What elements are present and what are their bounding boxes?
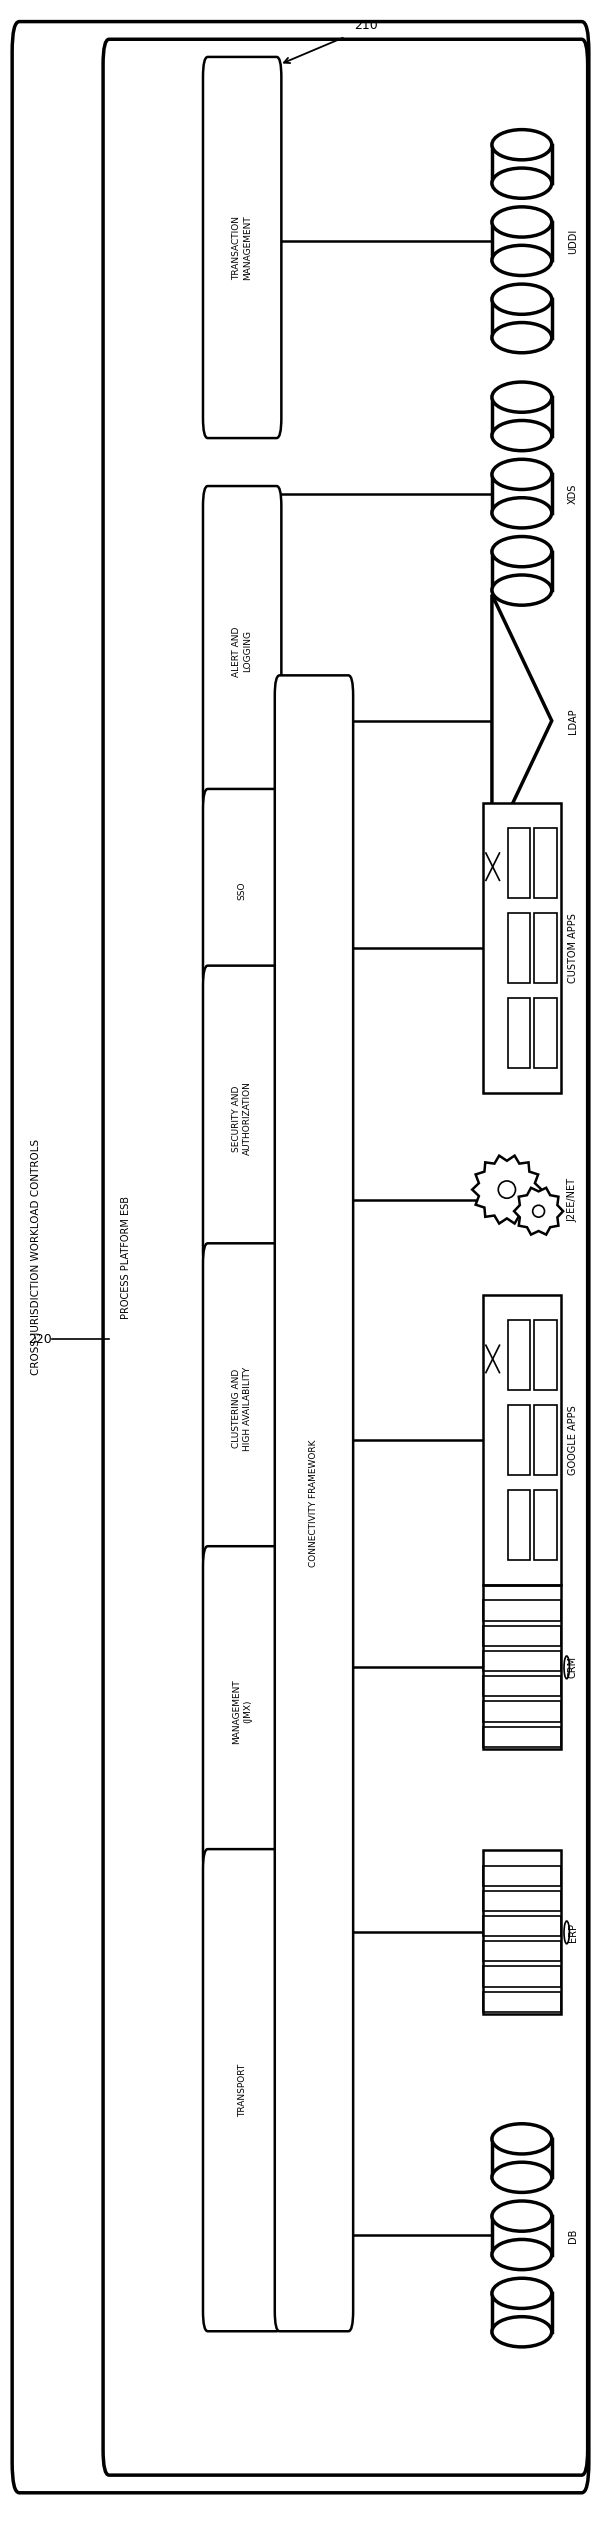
Bar bbox=[483, 1584, 561, 1749]
Text: PROCESS PLATFORM ESB: PROCESS PLATFORM ESB bbox=[121, 1195, 131, 1319]
Bar bbox=[483, 1701, 561, 1721]
Ellipse shape bbox=[492, 382, 552, 412]
Polygon shape bbox=[492, 594, 552, 847]
Bar bbox=[483, 1941, 561, 1961]
Bar bbox=[483, 1294, 561, 1584]
Text: DB: DB bbox=[568, 2229, 578, 2241]
Bar bbox=[483, 1850, 561, 2014]
Ellipse shape bbox=[492, 129, 552, 159]
Ellipse shape bbox=[492, 283, 552, 313]
Bar bbox=[492, 2295, 552, 2332]
Text: LDAP: LDAP bbox=[568, 708, 578, 733]
FancyBboxPatch shape bbox=[203, 788, 281, 993]
Ellipse shape bbox=[492, 536, 552, 566]
Circle shape bbox=[564, 1921, 569, 1943]
Ellipse shape bbox=[492, 169, 552, 197]
Ellipse shape bbox=[492, 460, 552, 490]
Bar bbox=[483, 1915, 561, 1936]
Bar bbox=[483, 1890, 561, 1910]
Text: CUSTOM APPS: CUSTOM APPS bbox=[568, 912, 578, 983]
Text: ALERT AND
LOGGING: ALERT AND LOGGING bbox=[233, 627, 252, 677]
Ellipse shape bbox=[492, 323, 552, 354]
Text: SSO: SSO bbox=[237, 882, 246, 900]
Bar bbox=[534, 912, 557, 983]
Text: TRANSACTION
MANAGEMENT: TRANSACTION MANAGEMENT bbox=[233, 215, 252, 280]
Text: CRM: CRM bbox=[568, 1655, 578, 1678]
Bar bbox=[492, 551, 552, 591]
Bar bbox=[507, 912, 530, 983]
Text: ERP: ERP bbox=[568, 1923, 578, 1941]
FancyBboxPatch shape bbox=[12, 23, 589, 2492]
Ellipse shape bbox=[492, 419, 552, 450]
Polygon shape bbox=[472, 1155, 542, 1223]
Ellipse shape bbox=[492, 2163, 552, 2193]
Bar bbox=[492, 222, 552, 260]
FancyBboxPatch shape bbox=[203, 1850, 281, 2332]
Text: UDDI: UDDI bbox=[568, 227, 578, 253]
FancyBboxPatch shape bbox=[203, 1243, 281, 1574]
Bar bbox=[507, 1491, 530, 1559]
Text: 210: 210 bbox=[355, 18, 378, 33]
Text: TRANSPORT: TRANSPORT bbox=[237, 2065, 246, 2118]
Ellipse shape bbox=[492, 498, 552, 528]
Bar bbox=[483, 804, 561, 1094]
Bar bbox=[507, 1319, 530, 1390]
Bar bbox=[534, 829, 557, 897]
Ellipse shape bbox=[492, 2201, 552, 2231]
Ellipse shape bbox=[492, 2279, 552, 2310]
Text: CLUSTERING AND
HIGH AVAILABILITY: CLUSTERING AND HIGH AVAILABILITY bbox=[233, 1367, 252, 1450]
Text: CROSS-JURISDICTION WORKLOAD CONTROLS: CROSS-JURISDICTION WORKLOAD CONTROLS bbox=[31, 1140, 41, 1375]
Circle shape bbox=[564, 1655, 569, 1678]
FancyBboxPatch shape bbox=[203, 1547, 281, 1878]
FancyBboxPatch shape bbox=[203, 58, 281, 437]
Bar bbox=[492, 397, 552, 435]
FancyBboxPatch shape bbox=[203, 965, 281, 1271]
Ellipse shape bbox=[492, 2317, 552, 2348]
Bar bbox=[534, 1491, 557, 1559]
Bar bbox=[507, 829, 530, 897]
Text: SECURITY AND
AUTHORIZATION: SECURITY AND AUTHORIZATION bbox=[233, 1082, 252, 1155]
Text: CONNECTIVITY FRAMEWORK: CONNECTIVITY FRAMEWORK bbox=[310, 1440, 319, 1567]
Text: 220: 220 bbox=[28, 1332, 52, 1347]
Polygon shape bbox=[514, 1188, 563, 1236]
Bar bbox=[492, 475, 552, 513]
Bar bbox=[534, 1319, 557, 1390]
Bar bbox=[483, 1625, 561, 1645]
Text: MANAGEMENT
(JMX): MANAGEMENT (JMX) bbox=[233, 1678, 252, 1744]
Ellipse shape bbox=[492, 207, 552, 238]
Ellipse shape bbox=[498, 1180, 516, 1198]
FancyBboxPatch shape bbox=[275, 675, 353, 2332]
Bar bbox=[507, 1405, 530, 1476]
Bar bbox=[483, 1726, 561, 1746]
Bar bbox=[492, 298, 552, 339]
Bar bbox=[483, 1675, 561, 1696]
Bar bbox=[483, 1600, 561, 1620]
Text: J2EE/NET: J2EE/NET bbox=[568, 1178, 578, 1223]
Ellipse shape bbox=[492, 245, 552, 275]
Bar bbox=[507, 998, 530, 1069]
Text: XDS: XDS bbox=[568, 483, 578, 503]
Bar bbox=[483, 1991, 561, 2011]
Bar bbox=[492, 2138, 552, 2178]
Bar bbox=[483, 1650, 561, 1670]
Ellipse shape bbox=[492, 2239, 552, 2269]
Bar bbox=[492, 144, 552, 182]
Bar bbox=[492, 2216, 552, 2254]
Bar bbox=[483, 1966, 561, 1986]
Bar bbox=[483, 1865, 561, 1885]
Ellipse shape bbox=[492, 2123, 552, 2153]
Bar bbox=[534, 998, 557, 1069]
FancyBboxPatch shape bbox=[103, 40, 588, 2474]
Ellipse shape bbox=[532, 1205, 545, 1218]
Bar bbox=[534, 1405, 557, 1476]
Ellipse shape bbox=[492, 576, 552, 604]
Text: GOOGLE APPS: GOOGLE APPS bbox=[568, 1405, 578, 1476]
FancyBboxPatch shape bbox=[203, 485, 281, 816]
